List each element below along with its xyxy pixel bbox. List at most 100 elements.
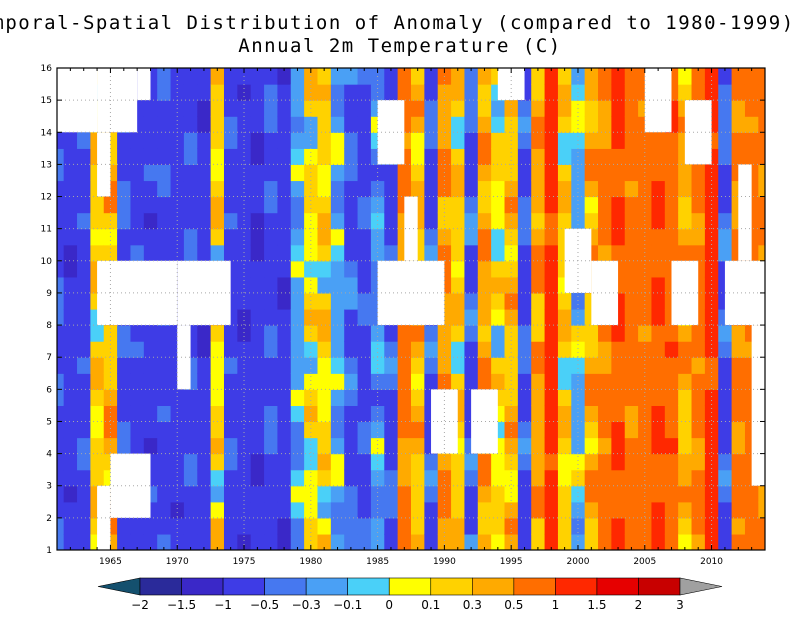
heatmap-cell (557, 148, 572, 165)
heatmap-cell (370, 244, 385, 262)
heatmap-cell (491, 292, 506, 310)
heatmap-cell (344, 212, 359, 230)
heatmap-cell (544, 148, 559, 165)
heatmap-cell (63, 501, 78, 519)
heatmap-cell (758, 164, 765, 182)
heatmap-cell (517, 180, 532, 198)
heatmap-cell (611, 421, 626, 439)
heatmap-cell (290, 357, 305, 374)
heatmap-cell (183, 469, 198, 487)
heatmap-cell (571, 501, 586, 519)
heatmap-cell (517, 373, 532, 390)
heatmap-cell (691, 517, 706, 535)
heatmap-cell (384, 389, 399, 406)
heatmap-cell (598, 228, 612, 246)
heatmap-cell (411, 84, 425, 101)
heatmap-cell (197, 325, 212, 342)
heatmap-cell (491, 100, 506, 117)
heatmap-cell (264, 148, 279, 165)
heatmap-cell (651, 228, 666, 246)
heatmap-cell (544, 180, 559, 198)
heatmap-cell (491, 180, 506, 198)
heatmap-cell (557, 180, 572, 198)
heatmap-cell (691, 389, 706, 406)
heatmap-cell (651, 180, 666, 198)
x-tick-label: 2010 (700, 557, 723, 567)
heatmap-cell (624, 228, 639, 246)
heatmap-cell (117, 373, 132, 390)
heatmap-cell (77, 228, 91, 246)
heatmap-cell (344, 309, 359, 326)
heatmap-cell (223, 405, 238, 423)
heatmap-cell (57, 212, 65, 230)
heatmap-cell (598, 389, 612, 406)
heatmap-cell (183, 180, 198, 198)
heatmap-cell (117, 180, 132, 198)
heatmap-cell (491, 228, 506, 246)
heatmap-cell (504, 357, 519, 374)
heatmap-cell (117, 437, 132, 455)
heatmap-cell (344, 228, 359, 246)
heatmap-cell (451, 132, 466, 149)
heatmap-cell (451, 228, 466, 246)
heatmap-cell (330, 116, 345, 133)
heatmap-cell (491, 244, 506, 262)
heatmap-cell (477, 357, 492, 374)
heatmap-cell (264, 244, 279, 262)
heatmap-cell (384, 196, 399, 214)
heatmap-cell (250, 405, 265, 423)
heatmap-cell (197, 244, 212, 262)
heatmap-cell (611, 341, 626, 358)
heatmap-cell (464, 228, 479, 246)
heatmap-cell (611, 469, 626, 487)
heatmap-cell (63, 309, 78, 326)
heatmap-cell (477, 453, 492, 471)
heatmap-cell (57, 325, 65, 342)
heatmap-cell (704, 421, 719, 439)
heatmap-cell (397, 84, 412, 101)
heatmap-cell (130, 196, 145, 214)
heatmap-cell (197, 373, 212, 390)
heatmap-cell (557, 453, 572, 471)
heatmap-cell (584, 421, 599, 439)
heatmap-cell (277, 517, 292, 535)
heatmap-cell (370, 389, 385, 406)
heatmap-cell (664, 244, 679, 262)
heatmap-cell (464, 453, 479, 471)
heatmap-cell (571, 485, 586, 503)
heatmap-cell (277, 116, 292, 133)
heatmap-cell (277, 309, 292, 326)
heatmap-cell (531, 84, 546, 101)
heatmap-cell (157, 469, 172, 487)
heatmap-cell (250, 389, 265, 406)
heatmap-cell (237, 260, 252, 278)
heatmap-cell (117, 132, 132, 149)
heatmap-cell (731, 437, 746, 455)
heatmap-cell (651, 276, 666, 294)
heatmap-cell (264, 405, 279, 423)
heatmap-cell (370, 453, 385, 471)
heatmap-cell (250, 164, 265, 182)
heatmap-cell (531, 148, 546, 165)
heatmap-cell (531, 68, 546, 85)
heatmap-cell (384, 244, 399, 262)
heatmap-cell (223, 116, 238, 133)
heatmap-cell (464, 341, 479, 358)
heatmap-cell (344, 517, 359, 535)
heatmap-cell (357, 84, 372, 101)
heatmap-cell (624, 357, 639, 374)
heatmap-cell (557, 405, 572, 423)
heatmap-cell (718, 389, 733, 406)
heatmap-cell (664, 196, 679, 214)
legend-swatch (264, 577, 307, 596)
heatmap-cell (143, 341, 158, 358)
heatmap-cell (624, 341, 639, 358)
heatmap-cell (130, 517, 145, 535)
heatmap-cell (584, 373, 599, 390)
heatmap-cell (197, 501, 212, 519)
heatmap-cell (397, 357, 412, 374)
heatmap-cell (250, 116, 265, 133)
heatmap-cell (357, 389, 372, 406)
heatmap-cell (183, 405, 198, 423)
heatmap-cell (384, 180, 399, 198)
